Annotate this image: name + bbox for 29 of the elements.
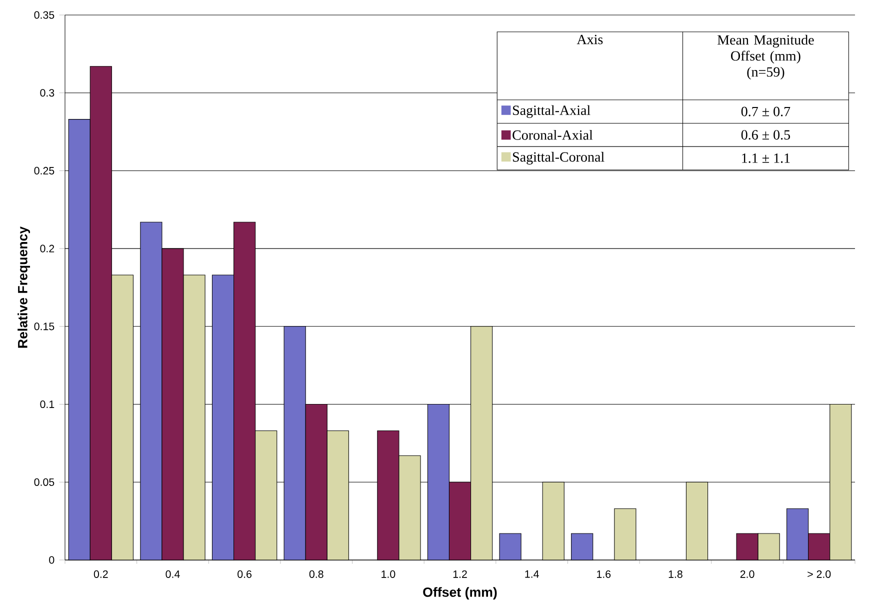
y-tick-label: 0.3	[40, 89, 54, 97]
y-tick-label: 0.1	[40, 400, 54, 408]
annotation: 0.7 ± 0.7	[741, 106, 790, 116]
x-tick-label: 0.4	[166, 570, 180, 578]
x-axis-title: Offset (mm)	[423, 587, 497, 600]
x-tick-label: 0.6	[238, 570, 252, 578]
x-tick-label: 0.8	[309, 570, 324, 578]
legend-label: Sagittal-Coronal	[513, 152, 604, 165]
annotation: 1.1 ± 1.1	[742, 154, 790, 163]
y-axis-title: Relative Frequency	[18, 226, 30, 348]
y-tick-label: 0.2	[40, 244, 54, 252]
x-tick-label: 0.2	[94, 570, 108, 578]
x-tick-label: 1.6	[597, 570, 611, 578]
x-tick-label: > 2.0	[808, 570, 831, 578]
y-tick-label: 0	[49, 556, 54, 564]
y-tick-label: 0.05	[34, 478, 54, 486]
y-tick-label: 0.25	[34, 166, 54, 174]
annotation: Axis	[576, 34, 603, 44]
legend-label: Sagittal-Axial	[513, 105, 590, 118]
x-tick-label: 1.2	[453, 570, 467, 578]
y-tick-label: 0.15	[34, 322, 54, 330]
annotation: 0.6 ± 0.5	[741, 130, 790, 140]
x-tick-label: 1.0	[382, 570, 396, 578]
annotation: Mean Magnitude Offset (mm) (n=59)	[718, 34, 814, 80]
y-tick-label: 0.35	[34, 11, 54, 19]
x-tick-label: 1.4	[525, 570, 539, 578]
x-tick-label: 1.8	[668, 570, 682, 578]
x-tick-label: 2.0	[740, 570, 754, 578]
legend-label: Coronal-Axial	[512, 130, 593, 140]
